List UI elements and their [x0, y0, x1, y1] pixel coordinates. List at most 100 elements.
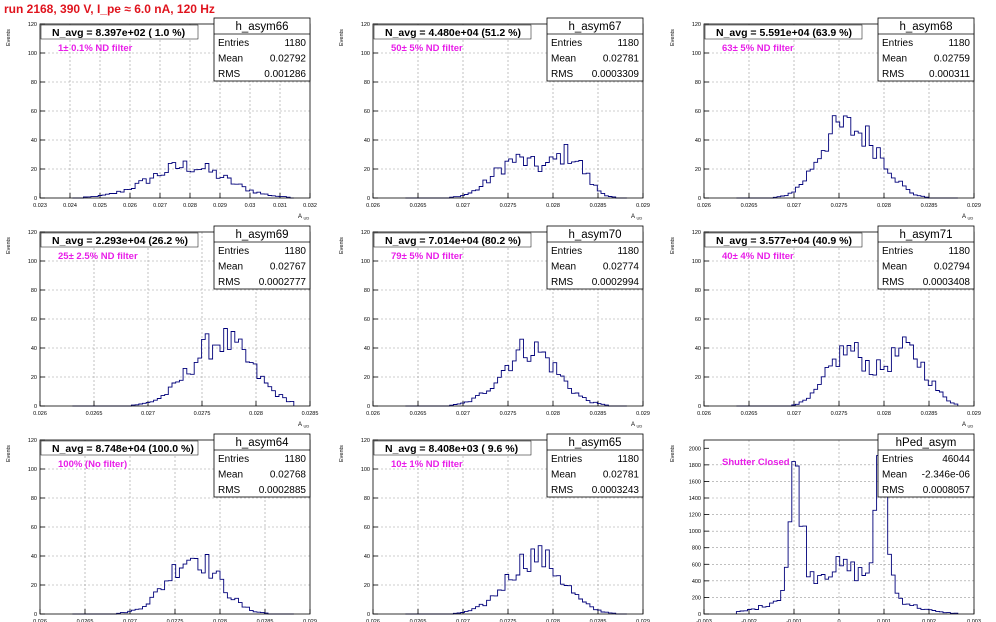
- y-tick-label: 200: [692, 595, 701, 601]
- x-tick-label: 0.0265: [741, 411, 758, 417]
- stats-key-mean: Mean: [218, 470, 243, 481]
- stats-value-entries: 46044: [942, 454, 970, 465]
- x-tick-label: 0.029: [967, 203, 981, 209]
- navg-label: N_avg = 2.293e+04 (26.2 %): [52, 235, 188, 247]
- y-tick-label: 40: [31, 554, 37, 560]
- x-tick-label: 0.0265: [77, 619, 94, 622]
- x-tick-label: 0.0265: [410, 203, 427, 209]
- y-tick-label: 120: [28, 230, 37, 236]
- y-tick-label: 20: [364, 167, 370, 173]
- stats-box: [877, 225, 975, 290]
- stats-key-rms: RMS: [882, 485, 905, 496]
- y-tick-label: 80: [695, 80, 701, 86]
- filter-label: 10± 1% ND filter: [391, 459, 463, 470]
- x-tick-label: 0.0275: [831, 411, 848, 417]
- y-tick-label: 0: [34, 404, 37, 410]
- x-tick-label: 0.026: [33, 619, 47, 622]
- x-tick-label: 0.0265: [86, 411, 103, 417]
- x-tick-label: 0.03: [245, 203, 256, 209]
- y-tick-label: 600: [692, 562, 701, 568]
- stats-value-rms: 0.0002994: [592, 277, 640, 288]
- x-tick-label: 0.027: [787, 411, 801, 417]
- y-tick-label: 1000: [689, 529, 701, 535]
- x-tick-label: 0.0275: [500, 619, 517, 622]
- y-axis-label: Events: [339, 29, 345, 46]
- stats-value-rms: 0.001286: [264, 69, 306, 80]
- stats-key-mean: Mean: [218, 262, 243, 273]
- y-tick-label: 400: [692, 579, 701, 585]
- histogram-series: [405, 338, 627, 407]
- y-tick-label: 100: [692, 51, 701, 57]
- stats-value-rms: 0.0003243: [592, 485, 640, 496]
- stats-key-rms: RMS: [882, 277, 905, 288]
- y-tick-label: 1200: [689, 513, 701, 519]
- histogram-series: [735, 455, 959, 614]
- plot-frame: [39, 439, 311, 615]
- x-tick-label: 0.0285: [257, 619, 274, 622]
- navg-box: [40, 440, 199, 456]
- y-tick-label: 120: [361, 438, 370, 444]
- y-tick-label: 0: [367, 612, 370, 618]
- y-tick-label: 60: [695, 317, 701, 323]
- stats-title: h_asym66: [235, 21, 288, 33]
- x-tick-label: 0.032: [303, 203, 317, 209]
- histogram-series: [405, 545, 627, 615]
- histogram-panel-h_asym65: 0.026 0.0265 0.027 0.0275 0.028 0.0285 0.029 0 2…: [339, 433, 650, 622]
- x-tick-label: 0.0275: [500, 203, 517, 209]
- stats-key-entries: Entries: [551, 246, 582, 257]
- x-tick-label: 0.029: [636, 619, 650, 622]
- stats-key-mean: Mean: [218, 54, 243, 65]
- stats-box: [213, 17, 311, 82]
- stats-key-entries: Entries: [882, 246, 913, 257]
- stats-title: h_asym67: [568, 21, 621, 33]
- stats-value-entries: 1180: [284, 38, 306, 49]
- y-tick-label: 120: [692, 230, 701, 236]
- y-tick-label: 20: [31, 375, 37, 381]
- y-tick-label: 100: [28, 467, 37, 473]
- histogram-panel-h_asym64: 0.026 0.0265 0.027 0.0275 0.028 0.0285 0.029 0 2…: [6, 433, 317, 622]
- navg-label: N_avg = 8.748e+04 (100.0 %): [52, 443, 194, 455]
- y-tick-label: 120: [692, 22, 701, 28]
- y-tick-label: 40: [364, 346, 370, 352]
- plot-frame: [372, 23, 644, 199]
- filter-label: Shutter Closed: [722, 457, 790, 468]
- x-tick-label: 0.0285: [302, 411, 319, 417]
- stats-title: h_asym71: [899, 229, 952, 241]
- x-tick-label: 0.0285: [590, 619, 607, 622]
- y-tick-label: 100: [361, 51, 370, 57]
- filter-label: 100% (No filter): [58, 459, 127, 470]
- y-tick-label: 40: [364, 554, 370, 560]
- stats-key-rms: RMS: [551, 485, 574, 496]
- x-tick-label: 0.031: [273, 203, 287, 209]
- y-tick-label: 1600: [689, 479, 701, 485]
- y-tick-label: 100: [28, 51, 37, 57]
- y-tick-label: 20: [695, 167, 701, 173]
- x-tick-label: 0.028: [249, 411, 263, 417]
- navg-label: N_avg = 4.480e+04 (51.2 %): [385, 27, 521, 39]
- stats-key-mean: Mean: [882, 262, 907, 273]
- stats-key-entries: Entries: [551, 38, 582, 49]
- stats-value-entries: 1180: [284, 246, 306, 257]
- x-tick-label: 0.027: [456, 203, 470, 209]
- filter-label: 25± 2.5% ND filter: [58, 251, 138, 262]
- y-tick-label: 0: [367, 404, 370, 410]
- stats-value-rms: 0.0003408: [923, 277, 971, 288]
- y-tick-label: 0: [698, 612, 701, 618]
- stats-box: [877, 433, 975, 498]
- x-tick-label: 0.028: [183, 203, 197, 209]
- plot-frame: [39, 23, 311, 199]
- stats-value-mean: 0.02794: [934, 262, 971, 273]
- filter-label: 1± 0.1% ND filter: [58, 43, 133, 54]
- x-tick-label: 0.028: [546, 411, 560, 417]
- stats-value-mean: 0.02768: [270, 470, 307, 481]
- y-tick-label: 0: [367, 196, 370, 202]
- x-tick-label: 0.029: [636, 411, 650, 417]
- navg-label: N_avg = 5.591e+04 (63.9 %): [716, 27, 852, 39]
- y-tick-label: 20: [364, 583, 370, 589]
- stats-value-rms: 0.000311: [929, 69, 970, 80]
- x-tick-label: -0.002: [741, 619, 757, 622]
- x-tick-label: 0.0285: [921, 203, 938, 209]
- histogram-panel-h_asym69: 0.026 0.0265 0.027 0.0275 0.028 0.0285 0 20 40 60…: [6, 225, 319, 429]
- stats-key-mean: Mean: [551, 262, 576, 273]
